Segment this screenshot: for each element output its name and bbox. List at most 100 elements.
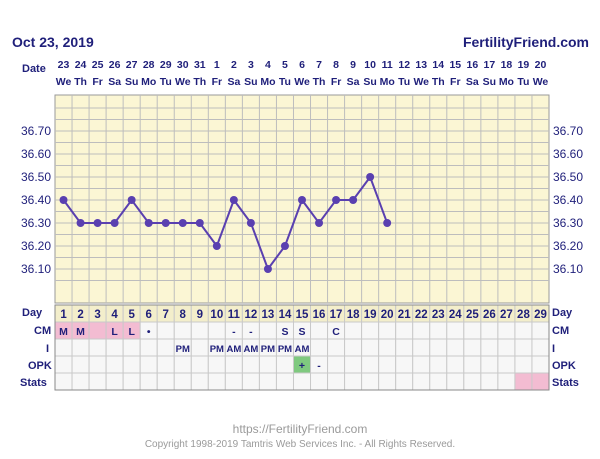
day-number: 6 bbox=[145, 309, 151, 321]
temperature-point bbox=[110, 219, 119, 227]
opk-cell bbox=[395, 355, 414, 374]
weekday-label: Fr bbox=[92, 76, 103, 88]
footer-url[interactable]: https://FertilityFriend.com bbox=[233, 422, 368, 436]
temperature-point bbox=[161, 219, 170, 227]
opk-cell bbox=[514, 355, 533, 374]
day-number: 19 bbox=[364, 309, 377, 321]
stats-cell bbox=[361, 372, 380, 391]
temperature-point bbox=[246, 219, 255, 227]
day-number: 23 bbox=[432, 309, 445, 321]
stats-cell bbox=[224, 372, 243, 391]
date-number: 6 bbox=[299, 59, 305, 71]
day-number: 3 bbox=[94, 309, 100, 321]
cm-entry: S bbox=[281, 326, 288, 338]
weekday-label: Tu bbox=[398, 76, 410, 88]
opk-cell bbox=[173, 355, 192, 374]
temperature-point bbox=[383, 219, 392, 227]
day-number: 25 bbox=[466, 309, 479, 321]
opk-entry: - bbox=[317, 360, 321, 372]
day-number: 20 bbox=[381, 309, 394, 321]
date-number: 10 bbox=[364, 59, 376, 71]
stats-cell bbox=[190, 372, 209, 391]
y-tick-label-left: 36.30 bbox=[21, 216, 51, 230]
date-number: 20 bbox=[535, 59, 547, 71]
temperature-point bbox=[280, 242, 289, 250]
stats-cell bbox=[327, 372, 346, 391]
date-number: 11 bbox=[382, 59, 393, 71]
opk-cell bbox=[207, 355, 226, 374]
day-number: 16 bbox=[313, 309, 326, 321]
weekday-label: Su bbox=[363, 76, 376, 88]
date-number: 2 bbox=[231, 59, 237, 71]
stats-cell bbox=[378, 372, 397, 391]
cm-label-right: CM bbox=[552, 325, 569, 337]
weekday-label: Mo bbox=[260, 76, 275, 88]
date-number: 12 bbox=[398, 59, 410, 71]
cm-entry: - bbox=[249, 326, 253, 338]
date-number: 5 bbox=[282, 59, 288, 71]
stats-cell bbox=[497, 372, 516, 391]
opk-cell bbox=[429, 355, 448, 374]
opk-cell bbox=[378, 355, 397, 374]
i-cell bbox=[327, 338, 346, 357]
temperature-point bbox=[144, 219, 153, 227]
opk-label-left: OPK bbox=[28, 360, 52, 372]
cm-cell bbox=[514, 321, 533, 340]
day-label-right: Day bbox=[552, 307, 573, 319]
temperature-point bbox=[263, 265, 272, 273]
date-number: 31 bbox=[194, 59, 206, 71]
weekday-label: Mo bbox=[499, 76, 514, 88]
weekday-label: Mo bbox=[380, 76, 395, 88]
stats-cell bbox=[292, 372, 312, 391]
cm-cell bbox=[173, 321, 192, 340]
i-label-left: I bbox=[46, 343, 49, 355]
cm-entry: • bbox=[147, 326, 151, 338]
stats-cell bbox=[429, 372, 448, 391]
stats-cell bbox=[344, 372, 363, 391]
day-number: 28 bbox=[517, 309, 530, 321]
temperature-point bbox=[298, 196, 306, 204]
day-number: 27 bbox=[500, 309, 513, 321]
cm-cell bbox=[480, 321, 499, 340]
weekday-label: Mo bbox=[141, 76, 156, 88]
day-number: 14 bbox=[279, 309, 292, 321]
intercourse-entry: AM bbox=[226, 344, 241, 355]
stats-cell bbox=[446, 372, 465, 391]
weekday-label: Sa bbox=[466, 76, 479, 88]
date-number: 19 bbox=[518, 59, 530, 71]
stats-cell bbox=[463, 372, 482, 391]
weekday-label: We bbox=[56, 76, 72, 88]
temperature-point bbox=[366, 173, 375, 181]
cm-entry: - bbox=[232, 326, 236, 338]
i-cell bbox=[54, 338, 73, 357]
temperature-point bbox=[229, 196, 238, 204]
date-number: 18 bbox=[501, 59, 513, 71]
weekday-label: Fr bbox=[331, 76, 342, 88]
y-tick-label-left: 36.70 bbox=[21, 124, 51, 138]
date-number: 7 bbox=[316, 59, 322, 71]
temperature-point bbox=[212, 242, 221, 250]
date-number: 9 bbox=[350, 59, 356, 71]
cm-cell bbox=[156, 321, 175, 340]
i-cell bbox=[139, 338, 158, 357]
cm-cell bbox=[190, 321, 209, 340]
date-number: 23 bbox=[58, 59, 70, 71]
y-tick-label-right: 36.60 bbox=[553, 147, 583, 161]
weekday-label: Su bbox=[244, 76, 257, 88]
weekday-label: We bbox=[533, 76, 549, 88]
stats-cell bbox=[122, 372, 141, 391]
weekday-label: Su bbox=[483, 76, 496, 88]
stats-cell bbox=[310, 372, 329, 391]
opk-cell bbox=[105, 355, 124, 374]
cm-cell bbox=[463, 321, 482, 340]
opk-entry: + bbox=[299, 360, 305, 372]
y-tick-label-left: 36.40 bbox=[21, 193, 51, 207]
stats-cell bbox=[207, 372, 226, 391]
opk-cell bbox=[224, 355, 243, 374]
i-cell bbox=[446, 338, 465, 357]
i-label-right: I bbox=[552, 343, 555, 355]
weekday-label: We bbox=[175, 76, 191, 88]
site-name[interactable]: FertilityFriend.com bbox=[463, 34, 589, 50]
stats-cell bbox=[412, 372, 431, 391]
